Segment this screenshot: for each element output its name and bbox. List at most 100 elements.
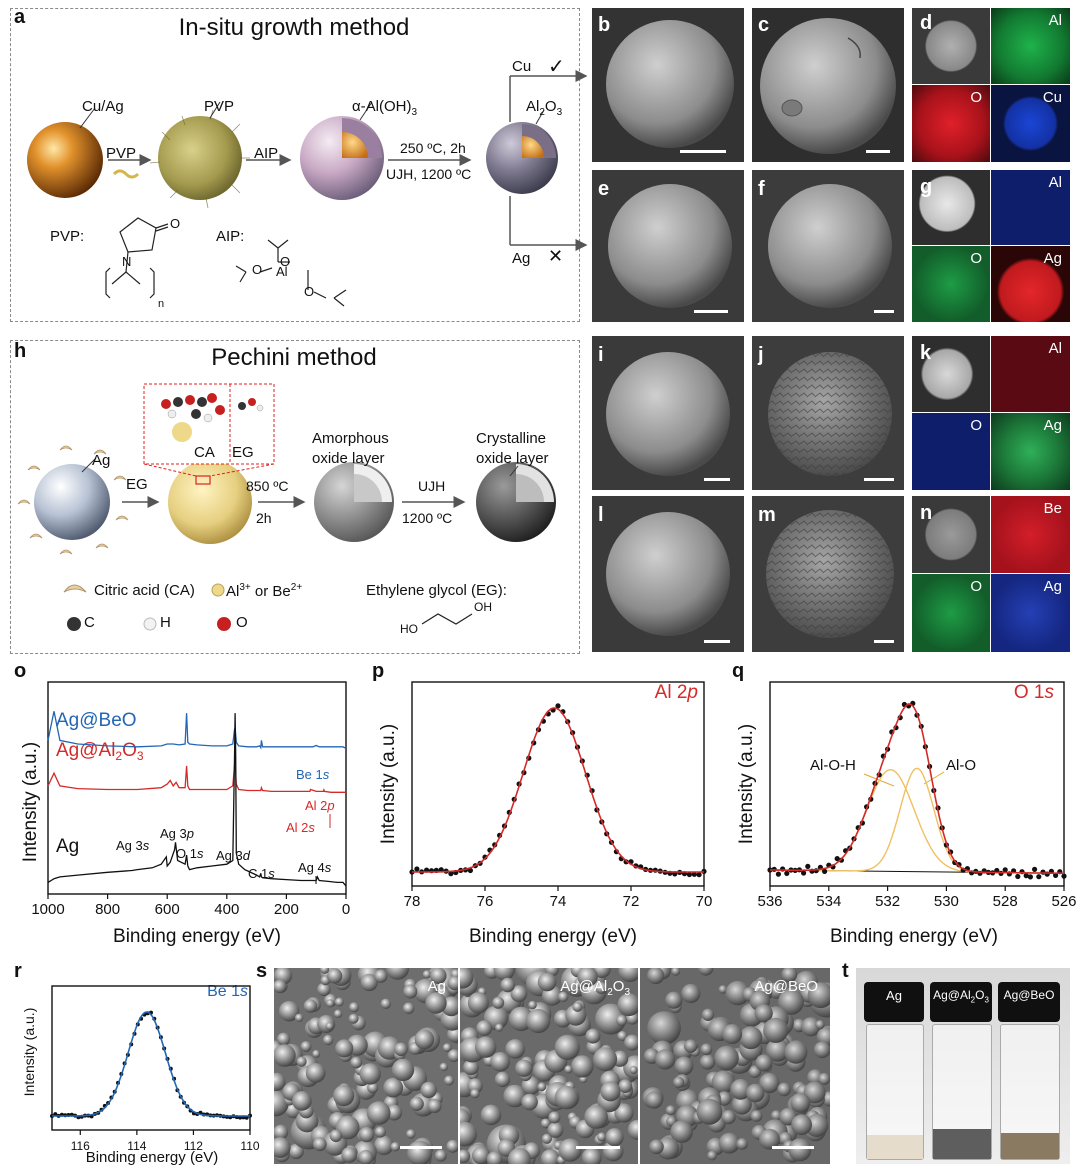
powder-ag-beo xyxy=(1001,1133,1059,1159)
panel-label-a: a xyxy=(14,6,26,28)
crystalline-label-1: Crystalline xyxy=(476,430,547,447)
chart-r-title: Be 1s xyxy=(207,983,248,1000)
eds-n-ag-map: Ag xyxy=(991,574,1070,652)
data-point xyxy=(555,703,561,709)
x-tick-label: 112 xyxy=(184,1139,203,1153)
powder-particle xyxy=(515,1059,533,1077)
panel-a-frame xyxy=(10,8,580,322)
eg-box-label: EG xyxy=(232,444,254,461)
eds-k-ag-map: Ag xyxy=(991,413,1070,490)
panel-label-r: r xyxy=(14,960,22,982)
x-tick-label: 1000 xyxy=(31,901,64,918)
powder-particle xyxy=(447,976,458,991)
legend-carbon: C xyxy=(84,614,95,631)
aip-o-atom-3: O xyxy=(304,284,315,299)
metal-ion-icon xyxy=(211,583,225,597)
data-point xyxy=(1027,874,1033,880)
powder-particle xyxy=(521,1093,538,1111)
powder-particle xyxy=(386,968,410,980)
powder-particle xyxy=(327,968,343,984)
x-tick-label: 528 xyxy=(993,893,1018,910)
vial-ag-beo xyxy=(1000,1024,1060,1160)
panel-label-m: m xyxy=(758,504,776,526)
powder-particle xyxy=(537,972,557,992)
powder-particle xyxy=(486,1151,503,1164)
cuag-label: Cu/Ag xyxy=(82,98,124,115)
x-tick-label: 74 xyxy=(550,893,567,910)
eds-map-k: Al O Ag xyxy=(912,336,1070,490)
powder-particle xyxy=(558,991,569,1002)
series-label-ag-beo: Ag@BeO xyxy=(56,710,137,731)
x-tick-label: 200 xyxy=(274,901,299,918)
powder-particle xyxy=(366,1101,391,1125)
legend-citric-acid: Citric acid (CA) xyxy=(94,582,195,599)
branch-cu-label: Cu xyxy=(512,58,532,75)
powder-particle xyxy=(731,1094,752,1115)
scale-bar-b xyxy=(680,150,726,153)
powder-particle xyxy=(380,998,391,1009)
powder-particle xyxy=(595,1003,627,1035)
heating-condition-2: UJH, 1200 ºC xyxy=(386,166,472,182)
x-tick-label: 72 xyxy=(623,893,640,910)
powder-particle xyxy=(476,1020,493,1036)
powder-particle xyxy=(326,999,335,1008)
powder-particle xyxy=(791,1114,812,1136)
data-point xyxy=(438,867,444,873)
annot-al2s: Al 2s xyxy=(286,820,315,835)
scale-bar-f xyxy=(874,310,894,313)
panel-label-q: q xyxy=(732,660,745,682)
chart-o-xlabel: Binding energy (eV) xyxy=(113,926,281,947)
series-line-ag xyxy=(47,713,347,887)
powder-particle xyxy=(618,968,638,982)
aip-o-atom-2: O xyxy=(252,262,263,277)
scale-bar-i xyxy=(704,478,730,481)
x-tick-label: 530 xyxy=(934,893,959,910)
powder-particle xyxy=(655,1049,676,1070)
eds-n-be-map: Be xyxy=(991,496,1070,573)
component-al-o-h xyxy=(770,768,1064,874)
powder-particle xyxy=(274,1044,296,1067)
powder-particle xyxy=(725,980,750,1006)
x-tick-label: 78 xyxy=(404,893,421,910)
cu-ag-core-sphere xyxy=(27,122,103,198)
chart-o-ylabel: Intensity (a.u.) xyxy=(20,742,41,862)
powder-particle xyxy=(554,1085,579,1110)
scale-bar-s1 xyxy=(400,1146,442,1149)
plot-frame xyxy=(411,681,705,887)
branch-ag-label: Ag xyxy=(512,250,531,267)
powder-sem-ag-beo-label: Ag@BeO xyxy=(754,978,818,995)
vial-cap-ag xyxy=(864,982,924,1022)
powder-particle xyxy=(288,1143,304,1160)
powder-particle xyxy=(736,1138,748,1150)
powder-particle xyxy=(406,1129,416,1139)
data-point xyxy=(956,862,962,868)
sem-image-m xyxy=(752,496,904,652)
sem-image-f xyxy=(752,170,904,322)
powder-particle xyxy=(790,1092,811,1113)
powder-particle xyxy=(585,1028,601,1044)
powder-ag-al2o3 xyxy=(933,1129,991,1159)
powder-particle xyxy=(746,1083,765,1103)
powder-particle xyxy=(600,1081,621,1102)
x-tick-label: 400 xyxy=(214,901,239,918)
powder-particle xyxy=(386,1104,403,1121)
powder-particle xyxy=(374,969,388,983)
powder-particle xyxy=(813,1041,830,1059)
pvp-n-atom: N xyxy=(122,254,132,269)
data-point xyxy=(822,868,828,874)
powder-particle xyxy=(617,993,638,1017)
powder-particle xyxy=(730,1078,751,1100)
powder-particle xyxy=(629,1066,638,1074)
powder-particle xyxy=(447,1049,458,1062)
powder-particle xyxy=(699,1054,716,1070)
powder-particle xyxy=(444,1075,454,1086)
aip-arrow-label: AIP xyxy=(254,145,279,162)
powder-particle xyxy=(696,1098,723,1125)
powder-particle xyxy=(681,983,701,1004)
powder-ag xyxy=(867,1135,923,1159)
eds-k-o-map: O xyxy=(912,413,990,490)
pvp-sphere-label: PVP xyxy=(204,98,235,115)
data-point xyxy=(775,871,781,877)
powder-particle xyxy=(763,1017,789,1043)
powder-particle xyxy=(718,1132,740,1154)
